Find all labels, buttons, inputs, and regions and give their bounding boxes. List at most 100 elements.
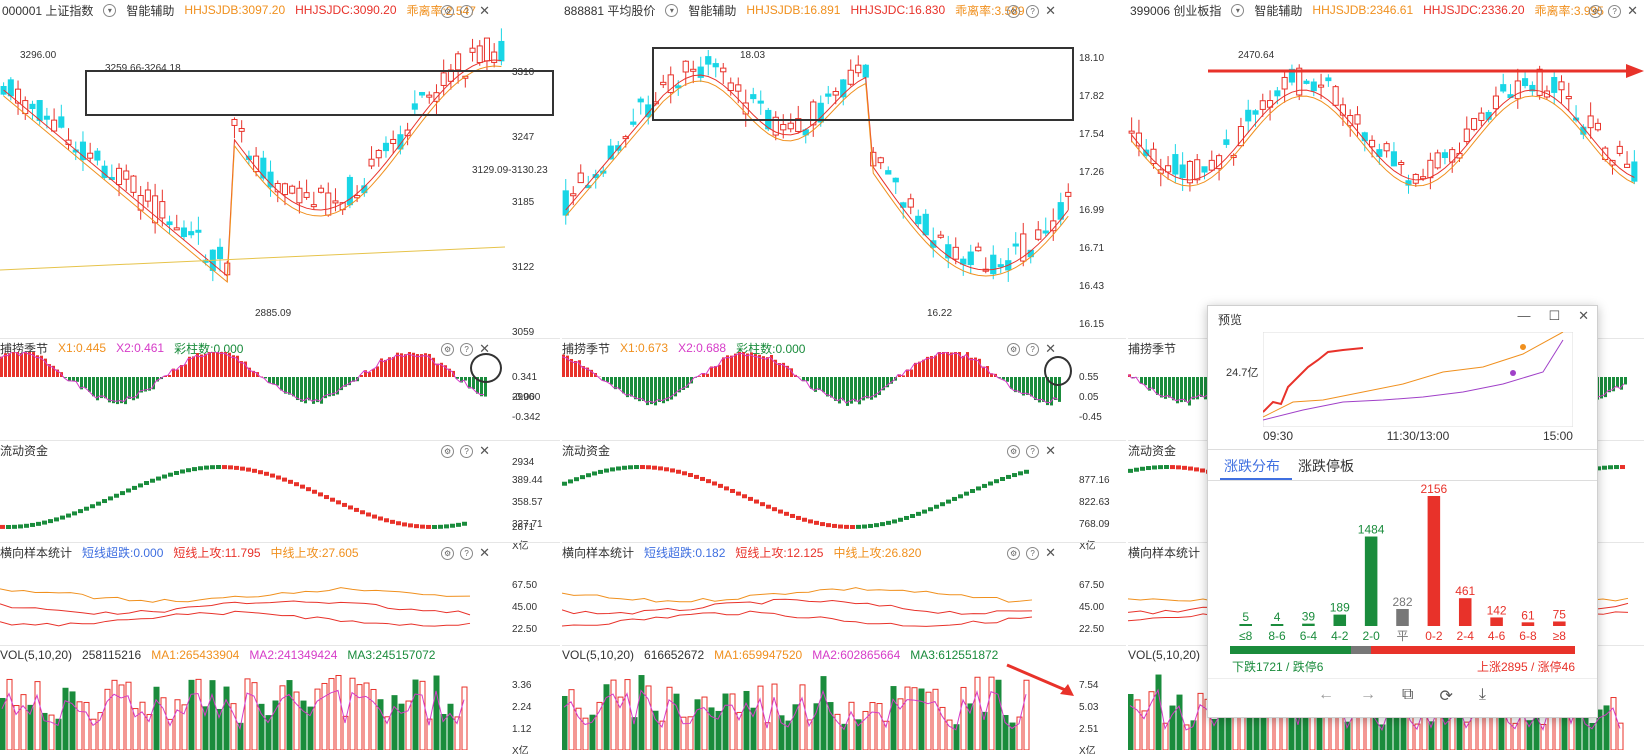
close-icon[interactable]: ✕ bbox=[1045, 3, 1056, 18]
dropdown-icon[interactable]: ▾ bbox=[1231, 3, 1245, 17]
settings-icon[interactable]: ⚙ bbox=[441, 546, 455, 560]
help-icon[interactable]: ? bbox=[1026, 444, 1040, 458]
histogram-bar bbox=[646, 377, 649, 406]
flow-mark bbox=[6, 524, 11, 529]
close-icon[interactable]: ✕ bbox=[479, 3, 490, 18]
dropdown-icon[interactable]: ▾ bbox=[103, 3, 117, 17]
histogram-bar bbox=[1620, 377, 1623, 390]
settings-icon[interactable]: ⚙ bbox=[1007, 342, 1021, 356]
settings-icon[interactable]: ⚙ bbox=[441, 342, 455, 356]
candle-body bbox=[690, 68, 697, 72]
dist-label: 2-0 bbox=[1362, 629, 1380, 642]
ind1-header: 捕捞季节 X1:0.673 X2:0.688 彩柱数:0.000 bbox=[562, 341, 806, 356]
index-title[interactable]: 000001 上证指数 bbox=[2, 3, 94, 18]
maximize-icon[interactable]: ☐ bbox=[1548, 308, 1561, 323]
histogram-bar bbox=[734, 353, 737, 377]
settings-icon[interactable]: ⚙ bbox=[441, 444, 455, 458]
volume-bar bbox=[715, 710, 722, 750]
volume-bar bbox=[1463, 721, 1470, 750]
flow-mark bbox=[24, 523, 29, 528]
histogram-bar bbox=[726, 355, 729, 377]
tab-limit-board[interactable]: 涨跌停板 bbox=[1298, 458, 1354, 474]
candle-body bbox=[1390, 151, 1397, 167]
histogram-bar bbox=[666, 377, 669, 402]
flow-mark bbox=[198, 466, 203, 471]
stat-line bbox=[0, 587, 471, 603]
help-icon[interactable]: ? bbox=[460, 4, 474, 18]
dist-bar bbox=[1364, 536, 1378, 626]
help-icon[interactable]: ? bbox=[460, 444, 474, 458]
candle-body bbox=[1339, 104, 1346, 116]
candle-body bbox=[1172, 154, 1179, 175]
help-icon[interactable]: ? bbox=[460, 546, 474, 560]
fund-flow-chart bbox=[562, 465, 1029, 529]
back-icon[interactable]: ← bbox=[1318, 686, 1334, 703]
histogram-bar bbox=[1616, 377, 1619, 388]
help-icon[interactable]: ? bbox=[1026, 342, 1040, 356]
window-icon[interactable]: ⧉ bbox=[1402, 686, 1414, 703]
candle-body bbox=[483, 37, 490, 62]
hhsdb-value: HHJSJDB:3097.20 bbox=[184, 3, 286, 17]
dropdown-icon[interactable]: ▾ bbox=[665, 3, 679, 17]
close-icon[interactable]: ✕ bbox=[1627, 3, 1638, 18]
help-icon[interactable]: ? bbox=[1026, 4, 1040, 18]
minimize-icon[interactable]: — bbox=[1517, 308, 1531, 323]
close-icon[interactable]: ✕ bbox=[1045, 443, 1056, 458]
flow-mark bbox=[832, 523, 837, 528]
histogram-bar bbox=[16, 352, 19, 377]
histogram-bar bbox=[1156, 377, 1159, 395]
dist-label: 4-6 bbox=[1488, 629, 1506, 642]
dist-value: 61 bbox=[1521, 608, 1535, 622]
close-icon[interactable]: ✕ bbox=[1578, 308, 1589, 323]
flow-mark bbox=[934, 504, 939, 509]
histogram-bar bbox=[654, 377, 657, 406]
volume-bar bbox=[701, 696, 708, 750]
volume-bar bbox=[680, 716, 687, 750]
rotate-icon[interactable]: ⟳ bbox=[1439, 688, 1453, 705]
volume-bar bbox=[967, 703, 974, 750]
candle-body bbox=[195, 229, 202, 233]
histogram-bar bbox=[188, 356, 191, 377]
histogram-bar bbox=[1608, 377, 1611, 393]
volume-bar bbox=[673, 693, 680, 750]
forward-icon[interactable]: → bbox=[1360, 686, 1376, 703]
flow-mark bbox=[228, 465, 233, 470]
close-icon[interactable]: ✕ bbox=[479, 341, 490, 356]
candle-body bbox=[267, 171, 274, 188]
candle-body bbox=[1369, 139, 1376, 148]
annot-high: 3296.00 bbox=[20, 50, 57, 61]
dist-value: 282 bbox=[1392, 595, 1412, 609]
smart-assist-label[interactable]: 智能辅助 bbox=[126, 3, 175, 18]
histogram-bar bbox=[954, 352, 957, 377]
settings-icon[interactable]: ⚙ bbox=[1007, 444, 1021, 458]
histogram-bar bbox=[384, 359, 387, 377]
macd-histogram bbox=[0, 352, 487, 405]
histogram-bar bbox=[168, 375, 171, 377]
tab-distribution[interactable]: 涨跌分布 bbox=[1224, 458, 1280, 474]
close-icon[interactable]: ✕ bbox=[479, 443, 490, 458]
histogram-bar bbox=[148, 377, 151, 391]
histogram-bar bbox=[590, 369, 593, 377]
flow-mark bbox=[114, 493, 119, 498]
help-icon[interactable]: ? bbox=[460, 342, 474, 356]
histogram-bar bbox=[854, 377, 857, 402]
download-icon[interactable]: ⤓ bbox=[1478, 686, 1486, 703]
volume-bar bbox=[918, 688, 925, 750]
close-icon[interactable]: ✕ bbox=[479, 545, 490, 560]
volume-bar bbox=[153, 686, 160, 750]
histogram-bar bbox=[706, 373, 709, 377]
close-icon[interactable]: ✕ bbox=[1045, 545, 1056, 560]
help-icon[interactable]: ? bbox=[1608, 4, 1622, 18]
histogram-bar bbox=[472, 377, 475, 390]
close-icon[interactable]: ✕ bbox=[1045, 341, 1056, 356]
candle-body bbox=[645, 104, 652, 118]
settings-icon[interactable]: ⚙ bbox=[1589, 4, 1603, 18]
volume-bar bbox=[97, 712, 104, 750]
flow-mark bbox=[730, 488, 735, 493]
help-icon[interactable]: ? bbox=[1026, 546, 1040, 560]
candle-body bbox=[123, 170, 130, 180]
flow-mark bbox=[48, 519, 53, 524]
settings-icon[interactable]: ⚙ bbox=[1007, 4, 1021, 18]
settings-icon[interactable]: ⚙ bbox=[441, 4, 455, 18]
settings-icon[interactable]: ⚙ bbox=[1007, 546, 1021, 560]
